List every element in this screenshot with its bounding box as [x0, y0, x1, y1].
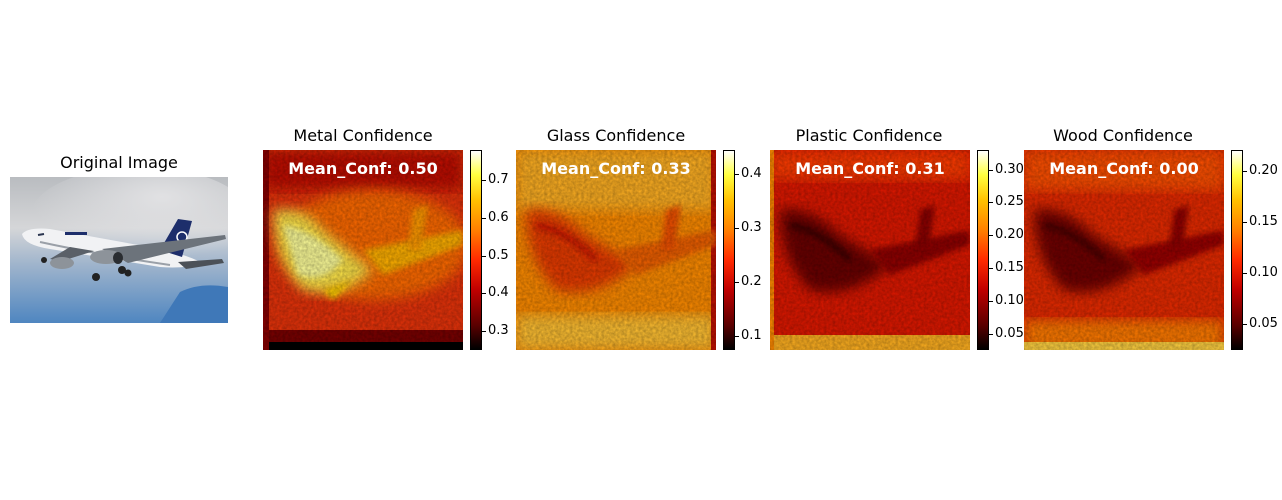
- colorbar-tick-label: 0.20: [1243, 162, 1278, 178]
- colorbar-tick-label: 0.5: [482, 247, 509, 263]
- colorbar-tick-label: 0.10: [989, 292, 1024, 308]
- colorbar-tick-label: 0.15: [989, 260, 1024, 276]
- metal-colorbar: [470, 150, 482, 350]
- wood-colorbar: [1231, 150, 1243, 350]
- plastic-confidence-title: Plastic Confidence: [795, 126, 943, 145]
- colorbar-tick-label: 0.25: [989, 194, 1024, 210]
- colorbar-tick-label: 0.3: [735, 220, 762, 236]
- plastic-mean-conf-label: Mean_Conf: 0.31: [795, 159, 945, 178]
- colorbar-tick-label: 0.3: [482, 323, 509, 339]
- original-image-title: Original Image: [60, 153, 178, 172]
- colorbar-tick-label: 0.4: [482, 285, 509, 301]
- colorbar-tick-label: 0.30: [989, 161, 1024, 177]
- colorbar-tick-label: 0.05: [1243, 316, 1278, 332]
- metal-confidence-heatmap: Mean_Conf: 0.50: [263, 150, 463, 350]
- wood-mean-conf-label: Mean_Conf: 0.00: [1049, 159, 1199, 178]
- colorbar-tick-label: 0.05: [989, 325, 1024, 341]
- colorbar-tick-label: 0.1: [735, 328, 762, 344]
- colorbar-tick-label: 0.7: [482, 172, 509, 188]
- metal-confidence-title: Metal Confidence: [293, 126, 433, 145]
- colorbar-tick-label: 0.20: [989, 227, 1024, 243]
- plastic-confidence-heatmap: Mean_Conf: 0.31: [770, 150, 970, 350]
- colorbar-tick-label: 0.4: [735, 166, 762, 182]
- airplane-photo: [10, 177, 228, 323]
- glass-confidence-heatmap: Mean_Conf: 0.33: [516, 150, 716, 350]
- plastic-colorbar: [977, 150, 989, 350]
- glass-confidence-title: Glass Confidence: [546, 126, 686, 145]
- metal-mean-conf-label: Mean_Conf: 0.50: [288, 159, 438, 178]
- colorbar-tick-label: 0.2: [735, 274, 762, 290]
- glass-colorbar: [723, 150, 735, 350]
- wood-confidence-title: Wood Confidence: [1053, 126, 1193, 145]
- glass-mean-conf-label: Mean_Conf: 0.33: [541, 159, 691, 178]
- colorbar-tick-label: 0.15: [1243, 213, 1278, 229]
- colorbar-tick-label: 0.6: [482, 209, 509, 225]
- wood-confidence-heatmap: Mean_Conf: 0.00: [1024, 150, 1224, 350]
- colorbar-tick-label: 0.10: [1243, 265, 1278, 281]
